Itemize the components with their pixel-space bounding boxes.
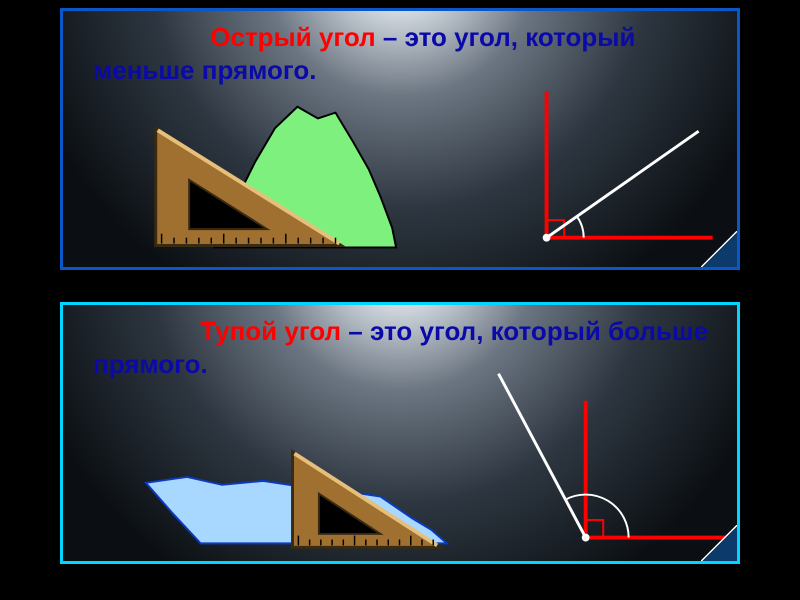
angle-vertex-dot <box>543 234 551 242</box>
obtuse-svg <box>63 305 737 561</box>
angle-vertex-dot <box>582 534 590 542</box>
angle-ray <box>547 131 699 237</box>
corner-fold-icon <box>701 525 737 561</box>
acute-illustration <box>63 11 737 267</box>
acute-svg <box>63 11 737 267</box>
stage: Острый угол – это угол, который меньше п… <box>0 0 800 600</box>
panel-obtuse: Тупой угол – это угол, который больше пр… <box>60 302 740 564</box>
angle-ray <box>498 374 585 538</box>
corner-fold-icon <box>701 231 737 267</box>
angle-arc-icon <box>577 216 584 237</box>
obtuse-illustration <box>63 305 737 561</box>
panel-acute: Острый угол – это угол, который меньше п… <box>60 8 740 270</box>
